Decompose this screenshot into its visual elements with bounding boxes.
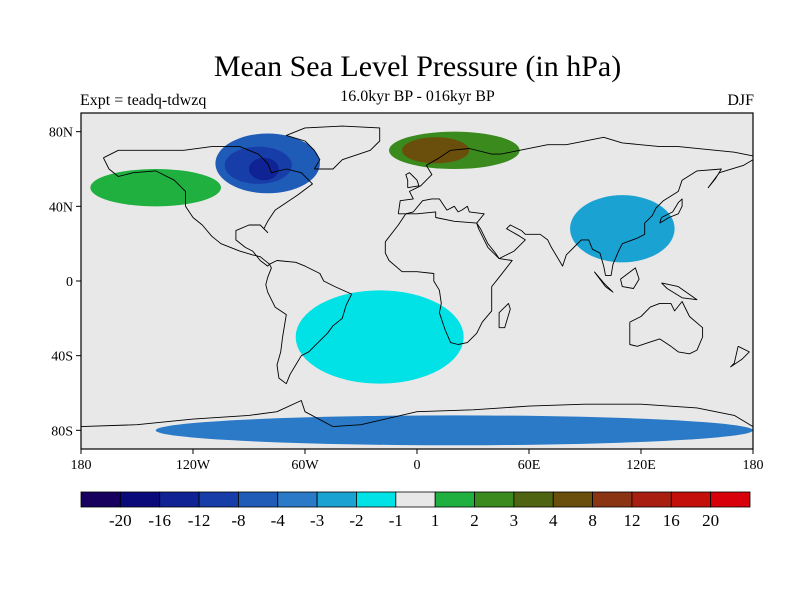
colorbar-label: 3 xyxy=(510,511,519,530)
longitude-labels: 180 120W 60W 0 60E 120E 180 xyxy=(71,449,764,473)
colorbar-swatch xyxy=(316,491,357,508)
coastline-new-zealand xyxy=(730,345,750,368)
anomaly-region-3 xyxy=(570,195,675,263)
colorbar-swatch xyxy=(238,491,279,508)
lat-label: 80N xyxy=(49,126,73,141)
colorbar-label: -20 xyxy=(109,511,132,530)
colorbar-swatch xyxy=(552,491,593,508)
colorbar-label: 12 xyxy=(623,511,640,530)
colorbar-label: 1 xyxy=(431,511,440,530)
coastline-australia xyxy=(629,301,704,355)
lon-label: 0 xyxy=(414,458,421,473)
lon-label: 180 xyxy=(743,458,764,473)
coastline-antarctica xyxy=(81,400,753,428)
colorbar-swatch xyxy=(474,491,515,508)
map-background xyxy=(81,113,753,449)
lon-label: 180 xyxy=(71,458,92,473)
colorbar-swatch xyxy=(710,491,751,508)
colorbar-label: -1 xyxy=(389,511,403,530)
colorbar: -20 -16 -12 -8 -4 -3 -2 -1 1 2 3 4 8 12 16 20 xyxy=(80,491,751,530)
anomaly-region-5 xyxy=(90,169,221,207)
lat-label: 40S xyxy=(51,350,73,365)
anomaly-region-2 xyxy=(248,157,279,181)
colorbar-swatch xyxy=(119,491,161,508)
anomaly-region-8 xyxy=(155,415,753,446)
coastline-new-guinea xyxy=(661,282,698,301)
coastline-sumatra xyxy=(593,271,614,293)
colorbar-swatch xyxy=(592,491,633,508)
anomaly-region-7 xyxy=(402,137,470,164)
colorbar-swatch xyxy=(198,491,239,508)
colorbar-label: -16 xyxy=(148,511,171,530)
period-label: 16.0kyr BP - 016kyr BP xyxy=(340,88,495,105)
colorbar-swatch xyxy=(159,491,200,508)
lat-label: 80S xyxy=(51,424,73,439)
colorbar-swatch xyxy=(277,491,318,508)
coastline-japan xyxy=(659,198,683,224)
coastline-greenland xyxy=(285,125,381,170)
lon-label: 60W xyxy=(291,458,319,473)
colorbar-swatch xyxy=(356,491,397,508)
colorbar-label: -3 xyxy=(310,511,324,530)
colorbar-label: 8 xyxy=(588,511,597,530)
coastline-africa xyxy=(384,211,513,345)
chart-title: Mean Sea Level Pressure (in hPa) xyxy=(213,50,622,83)
latitude-labels: 80N 40N 0 40S 80S xyxy=(49,126,81,439)
colorbar-swatch xyxy=(513,491,554,508)
coastline-madagascar xyxy=(498,302,511,329)
colorbar-label: -4 xyxy=(271,511,286,530)
lat-label: 0 xyxy=(66,275,73,290)
experiment-label: Expt = teadq-tdwzq xyxy=(80,92,207,109)
coastline-british-isles xyxy=(405,172,420,189)
colorbar-swatch xyxy=(670,491,712,508)
lon-label: 60E xyxy=(518,458,541,473)
coastline-south-america xyxy=(265,260,353,385)
colorbar-label: -12 xyxy=(188,511,211,530)
coastline-borneo xyxy=(620,267,640,289)
colorbar-swatch xyxy=(631,491,672,508)
colorbar-swatch xyxy=(434,491,475,508)
anomaly-region-4 xyxy=(295,290,464,384)
colorbar-label: 4 xyxy=(549,511,558,530)
lon-label: 120E xyxy=(626,458,656,473)
lat-label: 40N xyxy=(49,200,73,215)
colorbar-label: 2 xyxy=(470,511,479,530)
colorbar-swatch xyxy=(395,491,436,508)
colorbar-label: -8 xyxy=(231,511,245,530)
colorbar-label: 16 xyxy=(663,511,680,530)
coastline-north-america xyxy=(102,146,313,267)
colorbar-swatch xyxy=(80,491,121,508)
lon-label: 120W xyxy=(176,458,211,473)
season-label: DJF xyxy=(727,92,754,109)
colorbar-label: -2 xyxy=(349,511,363,530)
coastlines xyxy=(81,125,753,428)
colorbar-label: 20 xyxy=(702,511,719,530)
